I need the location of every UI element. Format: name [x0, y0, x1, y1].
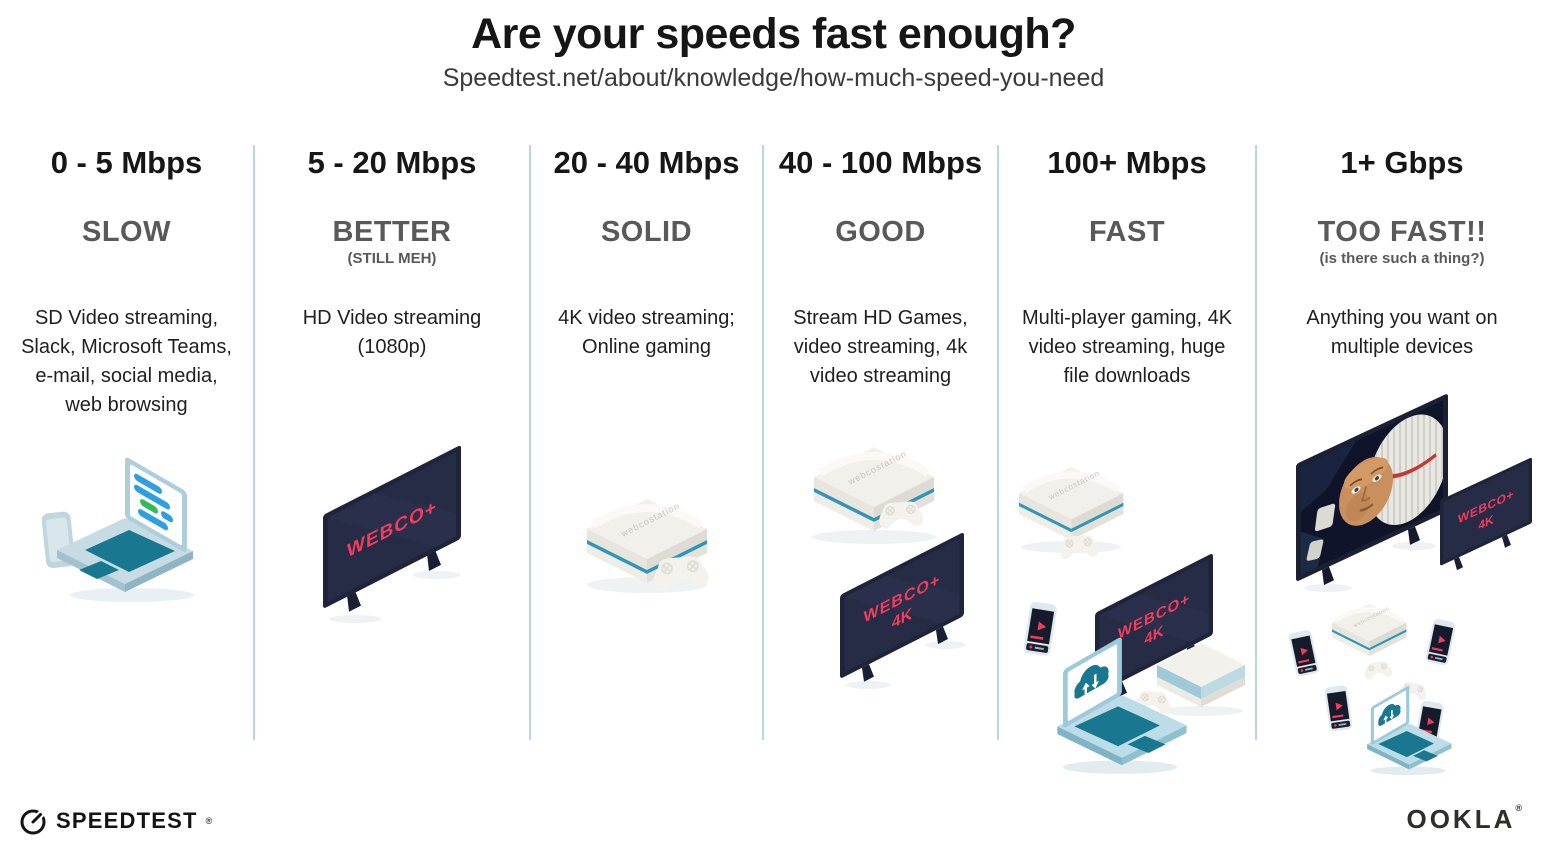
- ookla-reg-mark: ®: [1515, 803, 1525, 813]
- controller-icon: [1058, 534, 1100, 560]
- use-cases: Stream HD Games, video streaming, 4k vid…: [793, 306, 968, 387]
- rating-note: (is there such a thing?): [1319, 249, 1485, 267]
- tv-4k-icon: WEBCO+ 4K: [1440, 457, 1532, 571]
- game-console-icon: [567, 443, 727, 593]
- everything-illustration: WEBCO+ 4K: [1262, 372, 1542, 785]
- console-tv-illustration: WEBCO+ 4K: [776, 437, 986, 702]
- use-cases: Multi-player gaming, 4K video streaming,…: [1021, 306, 1233, 387]
- column-fast: 100+ Mbps FAST Multi-player gaming, 4K v…: [999, 145, 1257, 776]
- laptop-phone-illustration: [27, 438, 227, 613]
- video-phone-icon: [1022, 601, 1058, 657]
- rating-label: SLOW: [82, 215, 171, 248]
- use-cases: HD Video streaming (1080p): [302, 306, 482, 358]
- speed-range: 100+ Mbps: [1047, 145, 1207, 180]
- video-phone-icon: [1424, 618, 1457, 667]
- everything-icons: WEBCO+ 4K: [1288, 394, 1532, 776]
- movie-tv-icon: [1296, 394, 1448, 585]
- speedometer-icon: [20, 809, 46, 835]
- use-cases: Anything you want on multiple devices: [1306, 306, 1498, 358]
- column-too-fast: 1+ Gbps TOO FAST!! (is there such a thin…: [1257, 145, 1547, 776]
- speedtest-wordmark: SPEEDTEST: [56, 808, 198, 833]
- speed-range: 5 - 20 Mbps: [307, 145, 477, 180]
- controller-icon: [1363, 660, 1393, 681]
- console-and-4k-tv-icon: WEBCO+ 4K: [776, 437, 966, 689]
- tv-4k-icon: WEBCO+ 4K: [839, 532, 964, 682]
- speedtest-reg-mark: ®: [205, 815, 213, 826]
- ookla-wordmark: OOKLA: [1406, 804, 1516, 834]
- video-phone-icon: [1288, 629, 1320, 678]
- column-solid: 20 - 40 Mbps SOLID 4K video streaming; O…: [531, 145, 764, 740]
- rating-label: TOO FAST!!: [1317, 215, 1487, 248]
- speed-range: 0 - 5 Mbps: [50, 145, 203, 180]
- speed-range: 20 - 40 Mbps: [553, 145, 740, 180]
- multi-device-illustration: WEBCO+ 4K: [1007, 437, 1247, 787]
- column-better: 5 - 20 Mbps BETTER (STILL MEH) HD Video …: [255, 145, 531, 740]
- rating-label: BETTER: [332, 215, 452, 248]
- console-icon: [1332, 604, 1406, 656]
- page-title: Are your speeds fast enough?: [471, 10, 1076, 58]
- hd-tv-illustration: WEBCO+: [307, 443, 477, 640]
- console-illustration: [567, 443, 727, 613]
- column-slow: 0 - 5 Mbps SLOW SD Video streaming, Slac…: [0, 145, 255, 740]
- use-cases: SD Video streaming, Slack, Microsoft Tea…: [21, 306, 232, 416]
- console-icon: [1019, 467, 1123, 540]
- page-subtitle-url: Speedtest.net/about/knowledge/how-much-s…: [442, 64, 1105, 92]
- slim-console-icon: [1157, 643, 1245, 716]
- speed-range: 40 - 100 Mbps: [778, 145, 983, 180]
- ookla-logo: OOKLA®: [1406, 804, 1525, 835]
- rating-note: (STILL MEH): [347, 249, 437, 267]
- speed-columns: 0 - 5 Mbps SLOW SD Video streaming, Slac…: [0, 145, 1547, 776]
- multi-device-icons: WEBCO+ 4K: [1007, 437, 1245, 776]
- use-cases: 4K video streaming; Online gaming: [558, 306, 735, 358]
- rating-label: GOOD: [835, 215, 926, 248]
- speedtest-logo: SPEEDTEST ®: [18, 806, 212, 836]
- chat-laptop-icon: [41, 457, 194, 602]
- tv-icon: WEBCO+: [323, 445, 461, 623]
- chat-screen: [124, 457, 187, 553]
- column-good: 40 - 100 Mbps GOOD Stream HD Games, vide…: [764, 145, 999, 740]
- speed-range: 1+ Gbps: [1340, 145, 1464, 180]
- rating-label: SOLID: [600, 215, 693, 248]
- rating-label: FAST: [1088, 215, 1166, 248]
- video-phone-icon: [1324, 684, 1353, 732]
